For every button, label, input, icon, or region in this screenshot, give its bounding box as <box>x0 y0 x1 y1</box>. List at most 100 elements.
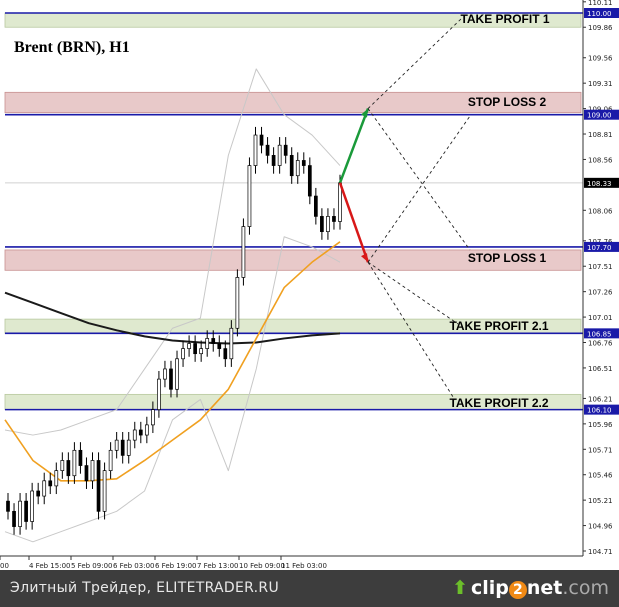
candle-body <box>199 348 204 355</box>
projection-line-3 <box>367 261 459 325</box>
candle-body <box>42 480 47 497</box>
candle-body <box>72 449 77 477</box>
candle-body <box>301 160 306 166</box>
candle-body <box>36 490 41 497</box>
level-price-label: 106.85 <box>587 330 612 338</box>
candle-body <box>108 449 113 471</box>
candle-body <box>181 348 185 360</box>
y-tick-label: 108.81 <box>588 131 613 139</box>
candle-body <box>96 460 101 512</box>
current-price-badge <box>584 177 619 188</box>
price-chart: TAKE PROFIT 1 STOP LOSS 2 STOP LOSS 1 TAKE … <box>0 0 619 570</box>
candle-body <box>48 480 53 487</box>
candle-body <box>12 510 16 527</box>
x-tick-label: 4 Feb 15:00 <box>29 562 70 570</box>
candle-body <box>307 165 312 197</box>
candle-body <box>157 378 161 410</box>
level-price-badge <box>584 328 619 339</box>
candle-body <box>120 439 125 456</box>
candle-body <box>235 277 240 329</box>
ma-long-line <box>4 291 341 345</box>
x-tick-label: 7 Feb 13:00 <box>197 562 238 570</box>
x-tick-label: 6 Feb 19:00 <box>155 562 196 570</box>
candle-body <box>18 500 22 527</box>
x-tick-label: 6 Feb 03:00 <box>113 562 154 570</box>
candle-body <box>217 343 222 349</box>
candle-body <box>24 500 28 522</box>
upload-arrow-icon: ⬆ <box>452 577 468 599</box>
level-price-label: 106.10 <box>587 407 612 415</box>
candle-body <box>114 439 119 451</box>
candle-body <box>193 343 197 355</box>
candle-body <box>138 429 143 436</box>
candle-body <box>187 343 191 349</box>
clip2net-logo[interactable]: ⬆ clip 2 net.com <box>452 577 609 599</box>
candle-body <box>90 460 95 482</box>
projection-line-0 <box>367 17 463 109</box>
candle-body <box>223 348 228 360</box>
scenario-up-arrow <box>338 108 370 184</box>
candle-body <box>66 460 71 477</box>
candle-body <box>144 424 149 436</box>
y-tick-label: 109.06 <box>588 106 613 114</box>
candle-body <box>54 470 59 487</box>
candle-body <box>84 465 89 482</box>
y-tick-label: 107.76 <box>588 238 613 246</box>
zone-label-4: TAKE PROFIT 2.2 <box>449 396 548 410</box>
candle-body <box>326 216 330 233</box>
level-price-badge <box>584 241 619 252</box>
y-tick-label: 110.11 <box>588 0 613 7</box>
x-tick-label: 10 Feb 09:00 <box>239 562 285 570</box>
y-tick-label: 105.71 <box>588 446 613 454</box>
bollinger-lower <box>4 236 341 543</box>
candle-body <box>126 439 131 456</box>
candle-body <box>229 327 234 360</box>
scenario-up-arrowhead-icon <box>361 108 368 118</box>
level-price-label: 107.70 <box>587 244 612 252</box>
y-tick-label: 104.71 <box>588 548 613 556</box>
candle-body <box>247 165 252 227</box>
zone-1 <box>4 91 582 114</box>
y-tick-label: 109.56 <box>588 55 613 63</box>
candle-body <box>283 144 288 156</box>
zone-label-2: STOP LOSS 1 <box>468 251 547 265</box>
level-price-badge <box>584 404 619 415</box>
footer: Элитный Трейдер, ELITETRADER.RU ⬆ clip 2 ne… <box>0 570 619 607</box>
y-tick-label: 104.96 <box>588 523 613 531</box>
level-price-badge <box>584 8 619 18</box>
candle-body <box>295 160 300 177</box>
candle-body <box>102 470 107 512</box>
candle-body <box>132 429 137 441</box>
level-price-badge <box>584 109 619 120</box>
current-price-label: 108.33 <box>587 180 612 188</box>
candle-body <box>314 195 318 217</box>
level-price-label: 109.00 <box>587 112 612 120</box>
candle-body <box>151 409 155 426</box>
y-tick-label: 108.56 <box>588 156 613 164</box>
y-tick-label: 105.46 <box>588 472 613 480</box>
zone-label-3: TAKE PROFIT 2.1 <box>449 319 548 333</box>
candle-body <box>265 144 270 156</box>
y-tick-label: 108.06 <box>588 207 613 215</box>
candle-body <box>253 134 258 166</box>
candle-body <box>30 490 34 522</box>
candle-body <box>277 144 282 166</box>
y-tick-label: 107.01 <box>588 314 613 322</box>
y-tick-label: 107.26 <box>588 289 613 297</box>
y-tick-label: 106.76 <box>588 340 613 348</box>
x-tick-label: 00 <box>0 562 9 570</box>
candle-body <box>211 338 216 344</box>
projection-line-1 <box>367 108 471 251</box>
level-price-label: 110.00 <box>587 10 612 18</box>
bollinger-upper <box>4 68 341 436</box>
candle-body <box>241 226 246 278</box>
candle-body <box>271 155 276 166</box>
candle-body <box>78 449 83 466</box>
y-tick-label: 106.21 <box>588 395 613 403</box>
y-tick-label: 109.31 <box>588 80 613 88</box>
zone-2 <box>4 249 582 271</box>
candle-body <box>169 368 173 390</box>
y-tick-label: 105.21 <box>588 497 613 505</box>
x-tick-label: 11 Feb 03:00 <box>281 562 327 570</box>
scenario-down-arrow <box>338 182 370 263</box>
